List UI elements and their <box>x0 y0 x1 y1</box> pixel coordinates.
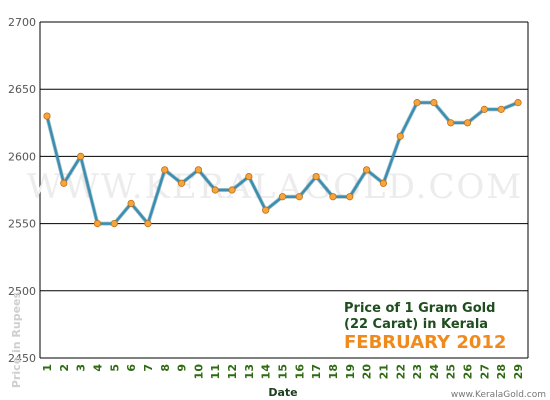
y-tick-label: 2550 <box>8 218 36 231</box>
title-line-2: (22 Carat) in Kerala <box>344 317 488 332</box>
x-tick-label: 18 <box>327 364 340 379</box>
data-point <box>93 220 102 228</box>
data-point <box>463 119 472 127</box>
data-point <box>480 105 488 113</box>
x-tick-label: 13 <box>243 364 256 379</box>
credit-text: www.KeralaGold.com <box>451 390 546 400</box>
data-point <box>295 193 303 201</box>
x-tick-label: 6 <box>125 364 138 372</box>
grid-lines <box>39 21 529 359</box>
x-tick-label: 14 <box>260 364 273 380</box>
x-tick-labels: 1 2 3 4 5 6 7 8 9 10 11 12 13 14 15 16 17 18 19 20 21 22 23 24 2… <box>41 364 525 380</box>
data-point <box>127 199 135 208</box>
data-point <box>396 132 404 140</box>
x-tick-label: 12 <box>226 364 239 379</box>
x-tick-label: 9 <box>176 364 189 372</box>
x-tick-label: 1 <box>41 364 54 372</box>
y-tick-label: 2700 <box>8 16 36 29</box>
x-tick-label: 3 <box>75 364 88 372</box>
data-point <box>77 152 85 160</box>
x-tick-label: 28 <box>495 364 508 379</box>
x-tick-label: 11 <box>209 364 222 379</box>
watermark: WWW.KERALAGOLD.COM <box>27 167 523 207</box>
x-tick-label: 5 <box>108 364 121 372</box>
data-point <box>177 179 186 187</box>
data-point <box>278 193 287 201</box>
data-point <box>43 112 51 120</box>
y-axis-label: Price in Rupees <box>10 291 23 388</box>
data-point <box>194 166 202 174</box>
x-tick-label: 24 <box>428 364 441 380</box>
data-point <box>497 105 505 113</box>
x-tick-label: 4 <box>91 364 104 372</box>
x-tick-label: 8 <box>159 364 172 372</box>
x-tick-label: 7 <box>142 364 155 372</box>
data-point <box>329 193 337 201</box>
data-point <box>60 179 68 187</box>
x-tick-label: 17 <box>310 364 323 379</box>
data-point <box>245 172 253 181</box>
x-tick-label: 22 <box>394 364 407 379</box>
data-point <box>161 166 169 174</box>
x-axis-label: Date <box>268 386 297 399</box>
x-tick-label: 21 <box>377 364 390 379</box>
x-tick-label: 16 <box>293 364 306 380</box>
data-point <box>110 220 118 228</box>
data-point <box>262 206 270 214</box>
x-tick-label: 10 <box>192 364 205 380</box>
data-point <box>363 166 371 174</box>
x-tick-label: 20 <box>361 364 374 380</box>
data-point <box>514 99 522 107</box>
data-point <box>211 186 219 194</box>
data-point <box>413 99 421 107</box>
x-tick-label: 23 <box>411 364 424 379</box>
x-tick-label: 15 <box>277 364 290 379</box>
markers <box>43 99 522 228</box>
y-tick-labels: 2450 2500 2550 2600 2650 2700 <box>8 16 36 365</box>
y-tick-label: 2600 <box>8 150 36 163</box>
data-point <box>346 193 354 201</box>
x-tick-label: 29 <box>512 364 525 379</box>
data-point <box>379 179 388 187</box>
x-tick-label: 26 <box>462 364 475 380</box>
y-tick-label: 2650 <box>8 83 36 96</box>
x-tick-label: 19 <box>344 364 357 379</box>
y-tick-label: 2500 <box>8 285 36 298</box>
x-tick-label: 2 <box>58 364 71 372</box>
data-point <box>430 99 438 107</box>
data-point <box>228 186 236 194</box>
y-tick-label: 2450 <box>8 352 36 365</box>
data-point <box>447 119 455 127</box>
x-tick-label: 27 <box>478 364 491 379</box>
data-point <box>312 172 320 181</box>
title-line-1: Price of 1 Gram Gold <box>344 301 495 316</box>
x-tick-label: 25 <box>445 364 458 379</box>
title-month: FEBRUARY 2012 <box>344 332 506 353</box>
data-point <box>144 220 152 228</box>
